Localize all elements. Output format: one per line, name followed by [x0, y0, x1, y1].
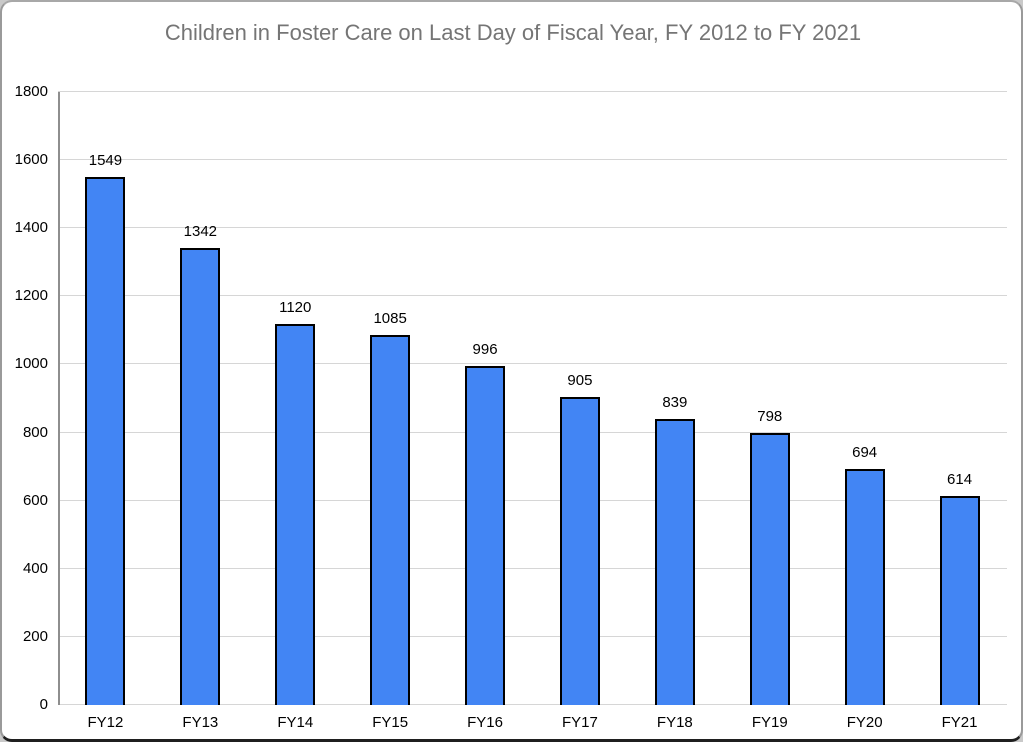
y-axis-tick-label: 1600 — [14, 151, 48, 169]
y-axis-tick-label: 800 — [22, 423, 48, 441]
y-axis-tick-label: 400 — [22, 559, 48, 577]
gridline — [58, 91, 1007, 92]
gridline — [58, 431, 1007, 433]
bar — [654, 419, 695, 705]
bar-value-label: 996 — [472, 340, 498, 358]
x-axis-tick-label: FY18 — [656, 714, 693, 731]
gridline — [58, 295, 1007, 297]
bar — [85, 177, 126, 705]
bar — [180, 247, 221, 705]
gridline — [58, 227, 1007, 229]
x-axis-tick-label: FY17 — [562, 714, 598, 731]
gridline — [58, 704, 1007, 705]
bar-value-label: 1549 — [88, 152, 123, 170]
y-axis-tick-label: 1200 — [14, 287, 48, 305]
y-axis-tick-label: 1800 — [14, 83, 48, 100]
y-axis-tick-label: 0 — [39, 696, 48, 713]
bar — [465, 365, 506, 705]
gridline — [58, 499, 1007, 501]
bar-value-label: 1120 — [279, 298, 312, 316]
bar-value-label: 839 — [662, 394, 688, 412]
bar-value-label: 1342 — [183, 222, 218, 240]
y-axis-tick-label: 1400 — [14, 219, 48, 237]
bar-value-label: 614 — [947, 470, 973, 488]
gridline — [58, 635, 1007, 637]
y-axis-tick-label: 1000 — [14, 355, 48, 373]
x-axis-tick-label: FY20 — [846, 714, 883, 731]
x-axis-tick-label: FY16 — [467, 714, 503, 731]
x-axis-tick-label: FY14 — [277, 714, 314, 731]
x-axis-tick-label: FY15 — [372, 714, 409, 731]
y-axis-tick-label: 200 — [22, 627, 48, 645]
bar-value-label: 798 — [757, 408, 783, 426]
bar-value-label: 1085 — [373, 310, 407, 328]
y-axis-tick-label: 600 — [22, 491, 48, 509]
gridline — [58, 159, 1007, 161]
gridline — [58, 567, 1007, 569]
x-axis-tick-label: FY13 — [182, 714, 219, 731]
bar — [370, 335, 411, 705]
gridline — [58, 363, 1007, 365]
x-axis-tick-label: FY19 — [751, 714, 788, 731]
bar — [749, 433, 790, 705]
bar-value-label: 694 — [852, 443, 878, 461]
chart-title: Children in Foster Care on Last Day of F… — [164, 20, 862, 45]
x-axis-tick-label: FY21 — [941, 714, 978, 731]
bar — [275, 323, 316, 705]
bar — [844, 468, 885, 705]
bar-value-label: 905 — [567, 371, 593, 389]
y-axis-line — [58, 92, 60, 705]
bar — [939, 495, 980, 705]
bar — [559, 396, 600, 705]
x-axis-tick-label: FY12 — [87, 714, 124, 731]
